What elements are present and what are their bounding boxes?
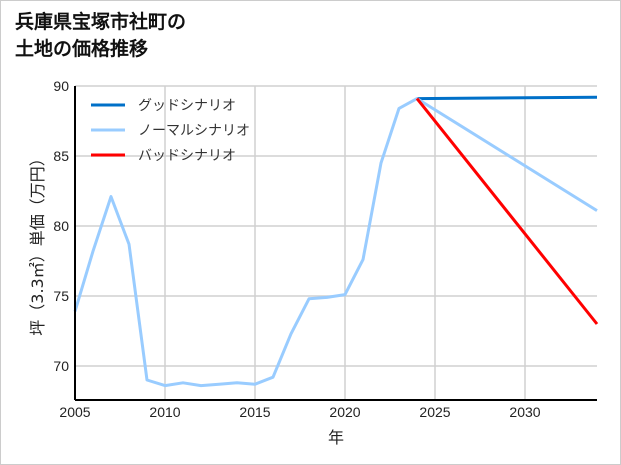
y-tick-label: 90 — [53, 78, 69, 94]
series-line — [416, 95, 598, 101]
series-line — [415, 97, 599, 325]
x-tick-label: 2010 — [149, 404, 180, 420]
chart-title-line-1: 兵庫県宝塚市社町の — [15, 11, 187, 33]
y-tick-label: 75 — [53, 288, 69, 304]
x-tick-label: 2015 — [239, 404, 270, 420]
x-tick-label: 2030 — [509, 404, 540, 420]
y-axis-label: 坪（3.3㎡）単価（万円） — [28, 150, 47, 335]
y-tick-label: 85 — [53, 148, 69, 164]
x-tick-label: 2025 — [419, 404, 450, 420]
chart-title: 兵庫県宝塚市社町の 土地の価格推移 — [15, 9, 186, 63]
x-tick-label: 2005 — [59, 404, 90, 420]
legend-label: グッドシナリオ — [138, 98, 236, 114]
x-tick-label: 2020 — [329, 404, 360, 420]
series-line — [73, 97, 598, 388]
y-tick-label: 70 — [53, 358, 69, 374]
legend-label: ノーマルシナリオ — [138, 123, 250, 139]
legend-label: バッドシナリオ — [138, 148, 236, 164]
x-axis-label: 年 — [328, 428, 344, 447]
chart-title-line-2: 土地の価格推移 — [15, 38, 149, 60]
y-tick-label: 80 — [53, 218, 69, 234]
